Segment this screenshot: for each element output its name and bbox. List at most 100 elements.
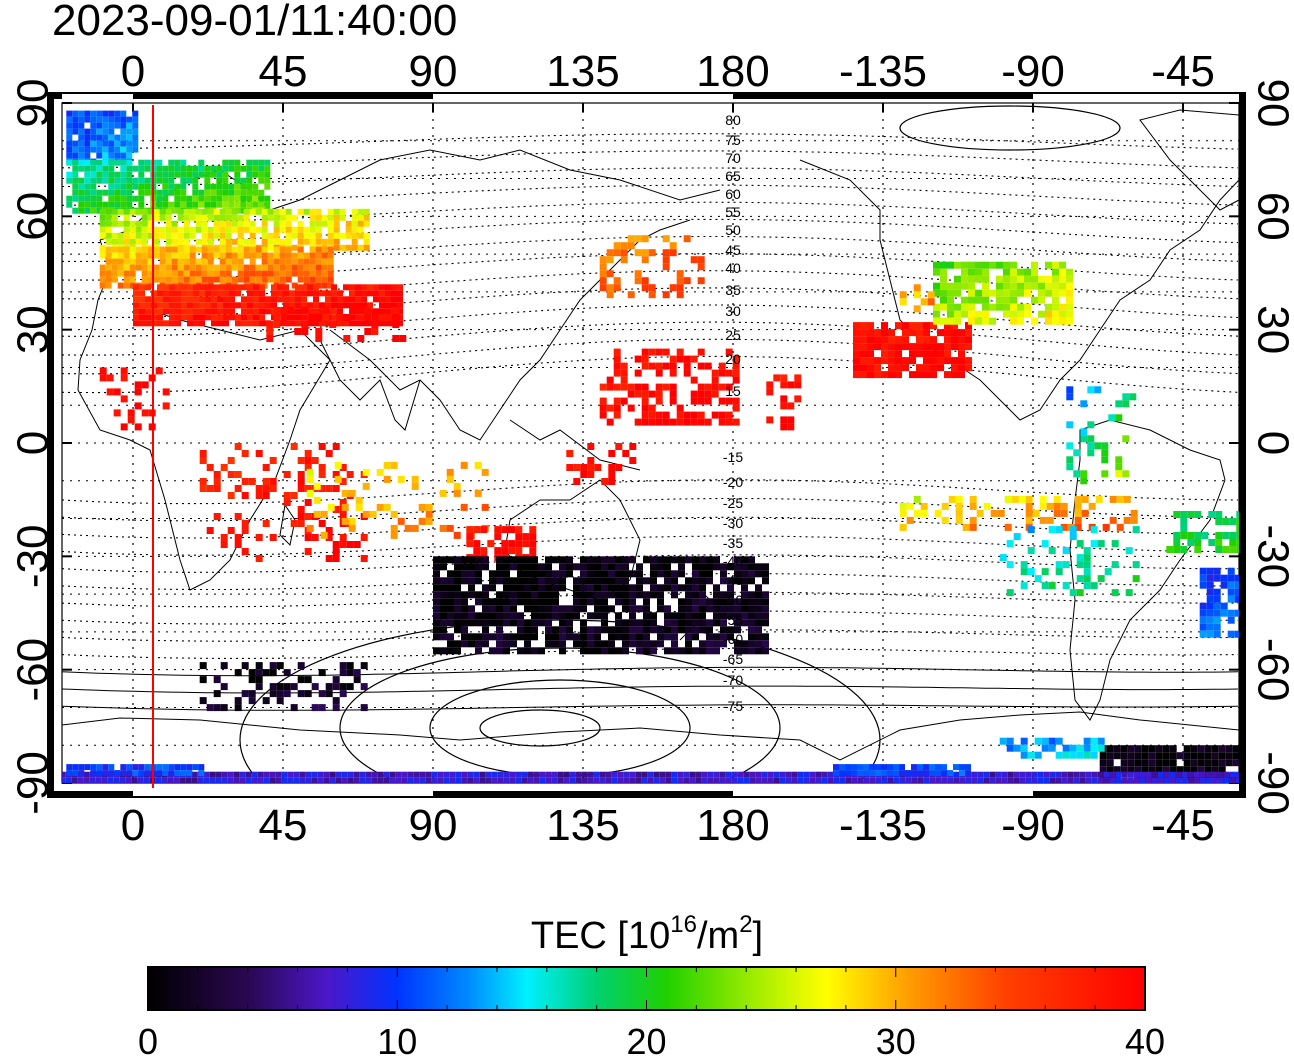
tec-cell xyxy=(975,268,982,276)
tec-cell xyxy=(231,208,238,215)
tec-cell xyxy=(977,777,984,783)
tec-cell xyxy=(291,252,298,259)
tec-cell xyxy=(580,633,587,641)
tec-cell xyxy=(223,290,229,297)
tec-cell xyxy=(893,777,900,783)
tec-cell xyxy=(126,201,133,208)
tec-cell xyxy=(1102,523,1110,531)
tec-cell xyxy=(1090,737,1098,745)
tec-cell xyxy=(447,647,454,655)
tec-cell xyxy=(273,208,280,215)
tec-cell xyxy=(1155,759,1163,767)
tec-cell xyxy=(252,165,259,172)
tec-cell xyxy=(325,485,333,492)
tec-cell xyxy=(713,647,720,655)
tec-cell xyxy=(734,605,741,613)
tec-cell xyxy=(229,314,235,321)
tec-cell xyxy=(1183,745,1191,753)
tec-cell xyxy=(706,563,713,571)
tec-cell xyxy=(96,140,103,147)
tec-cell xyxy=(275,771,282,778)
tec-cell xyxy=(1199,567,1207,575)
tec-cell xyxy=(96,159,103,166)
tec-cell xyxy=(664,612,671,620)
tec-cell xyxy=(96,189,103,196)
tec-cell xyxy=(201,246,208,253)
tec-cell xyxy=(96,764,103,771)
tec-cell xyxy=(1059,275,1066,283)
tec-cell xyxy=(683,771,690,778)
tec-cell xyxy=(655,411,663,419)
tec-cell xyxy=(466,526,474,534)
tec-cell xyxy=(734,598,741,606)
tec-cell xyxy=(899,764,905,771)
tec-cell xyxy=(66,122,73,129)
tec-cell xyxy=(165,220,172,227)
tec-cell xyxy=(643,556,650,564)
tec-cell xyxy=(174,183,181,190)
tec-cell xyxy=(496,640,503,648)
tec-cell xyxy=(1090,582,1098,590)
tec-cell xyxy=(677,771,684,778)
tec-cell xyxy=(1204,766,1212,774)
tec-cell xyxy=(627,291,635,299)
tec-cell xyxy=(189,246,196,253)
tec-cell xyxy=(120,110,127,117)
tec-cell xyxy=(325,527,333,534)
tec-cell xyxy=(193,314,199,321)
tec-cell xyxy=(291,214,298,221)
tec-cell xyxy=(264,201,271,208)
tec-cell xyxy=(622,598,629,606)
tec-cell xyxy=(147,246,154,253)
tec-cell xyxy=(1193,771,1200,778)
tec-cell xyxy=(1045,310,1052,318)
tec-cell xyxy=(962,523,970,531)
tec-cell xyxy=(559,647,566,655)
tec-cell xyxy=(211,296,217,303)
tec-cell xyxy=(373,296,379,303)
tec-cell xyxy=(899,777,906,783)
tec-cell xyxy=(72,152,79,159)
tec-cell xyxy=(213,246,220,253)
tec-cell xyxy=(1234,630,1239,638)
tec-cell xyxy=(84,195,91,202)
tec-cell xyxy=(517,563,524,571)
tec-cell xyxy=(587,777,594,783)
tec-cell xyxy=(271,284,277,291)
tec-cell xyxy=(379,284,385,291)
tec-cell xyxy=(225,232,232,239)
tec-cell xyxy=(503,633,510,641)
tec-cell xyxy=(96,195,103,202)
tec-cell xyxy=(601,612,608,620)
tec-cell xyxy=(333,244,340,251)
tec-cell xyxy=(391,296,397,303)
tec-cell xyxy=(241,320,247,327)
tec-cell xyxy=(283,683,291,691)
tec-cell xyxy=(482,591,489,599)
tec-cell xyxy=(117,238,124,245)
tec-cell xyxy=(1081,495,1089,503)
tec-cell xyxy=(743,777,750,783)
tec-cell xyxy=(72,110,79,117)
tec-cell xyxy=(157,290,163,297)
tec-cell xyxy=(1059,317,1066,325)
tec-cell xyxy=(1017,303,1024,311)
tec-cell xyxy=(217,308,223,315)
tec-cell xyxy=(297,457,305,464)
tec-cell xyxy=(741,563,748,571)
tec-cell xyxy=(1277,610,1284,617)
tec-cell xyxy=(243,214,250,221)
tec-cell xyxy=(195,264,202,271)
tec-cell xyxy=(213,676,221,684)
tec-cell xyxy=(481,503,489,511)
tec-cell xyxy=(641,771,648,778)
tec-cell xyxy=(587,577,594,585)
tec-cell xyxy=(580,640,587,648)
tec-cell xyxy=(969,523,977,531)
tec-cell xyxy=(1087,386,1095,394)
tec-cell xyxy=(1027,568,1035,576)
tec-cell xyxy=(636,647,643,655)
tec-cell xyxy=(1055,751,1063,759)
tec-cell xyxy=(613,277,621,285)
